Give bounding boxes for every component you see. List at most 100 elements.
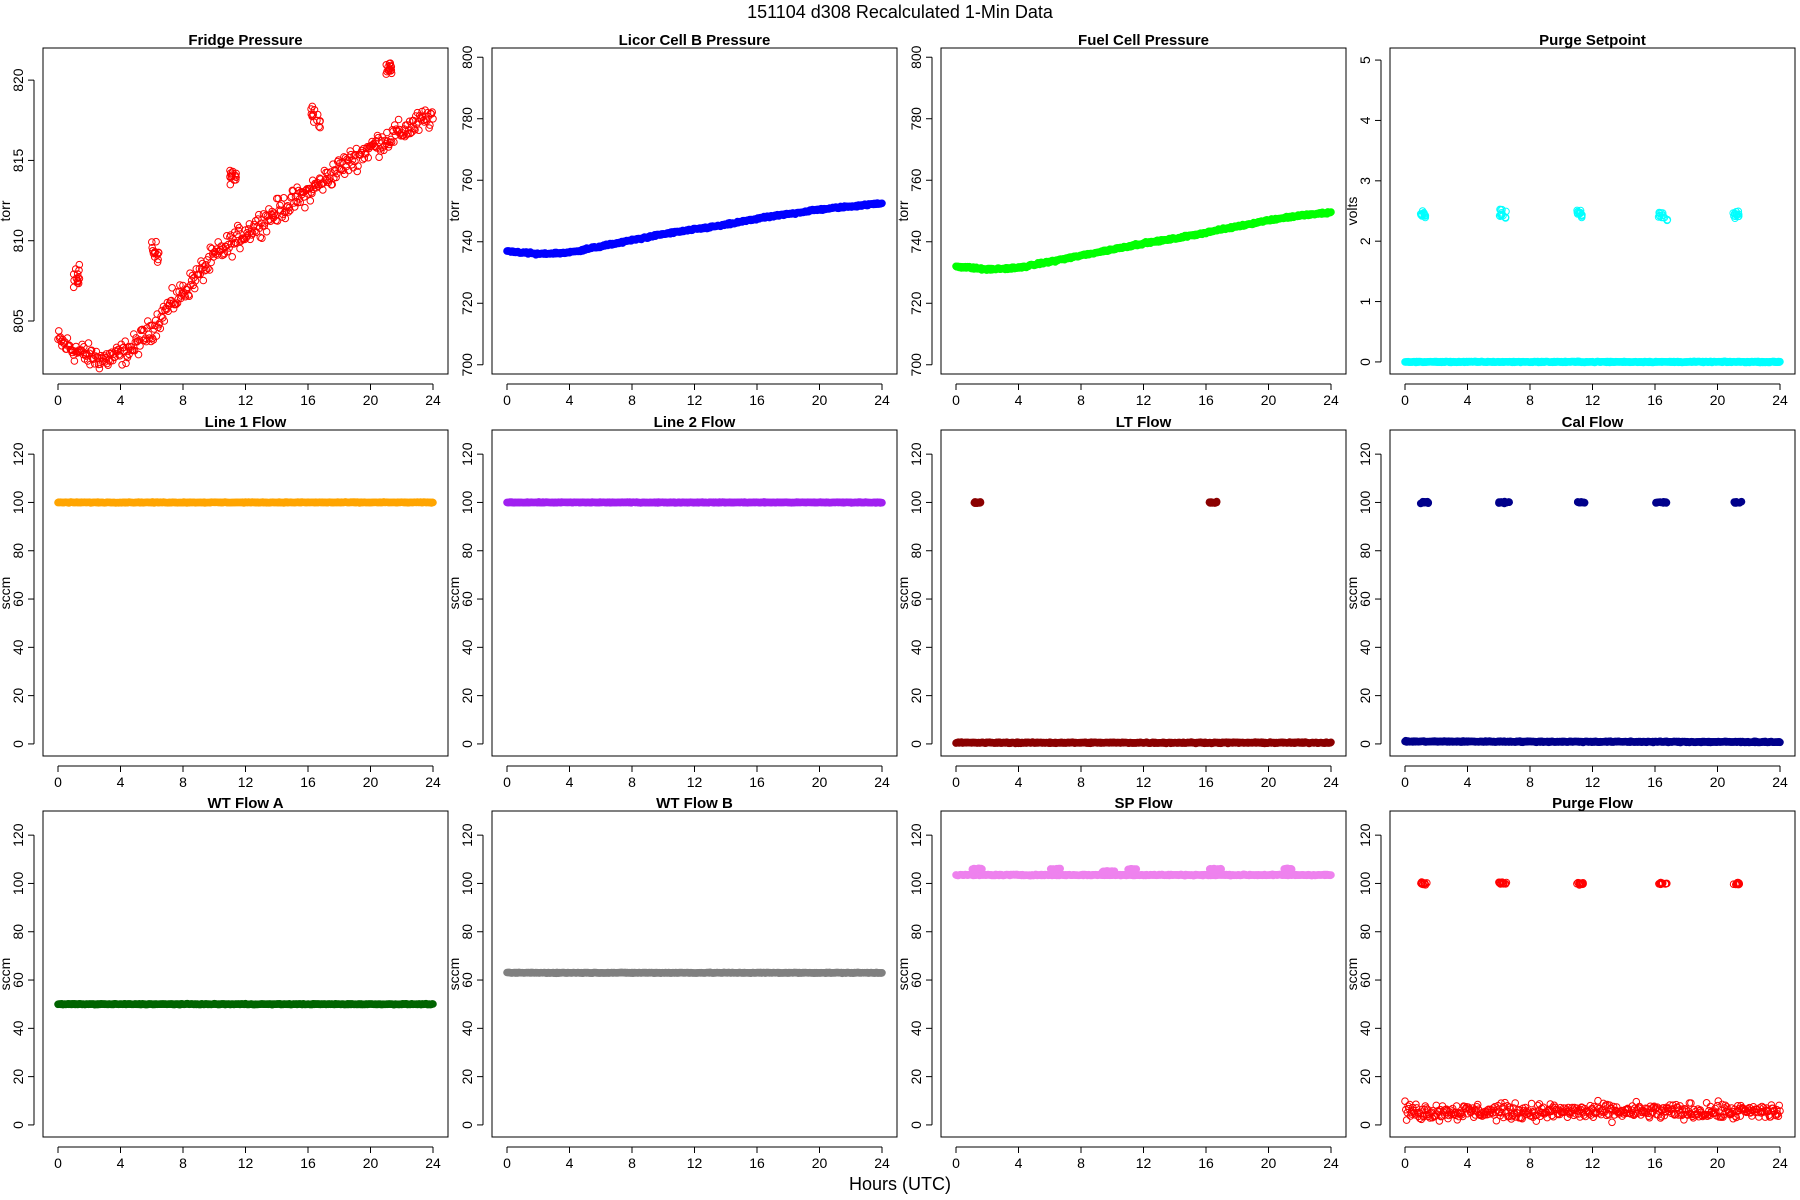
- x-tick-label: 4: [1464, 774, 1472, 790]
- data-point: [1327, 738, 1335, 747]
- y-tick-label: 40: [459, 639, 475, 655]
- data-point: [71, 265, 80, 273]
- panel-title: Purge Setpoint: [1539, 32, 1646, 49]
- x-tick-label: 20: [812, 1155, 828, 1171]
- data-point: [307, 105, 315, 113]
- data-point: [407, 123, 415, 132]
- x-tick-label: 20: [1710, 392, 1726, 408]
- panel-title: LT Flow: [1116, 414, 1172, 431]
- panel-title: Fridge Pressure: [188, 32, 302, 49]
- y-tick-label: 60: [459, 591, 475, 607]
- data-point: [256, 233, 265, 242]
- y-axis-label: sccm: [0, 958, 13, 991]
- y-tick-label: 100: [459, 491, 475, 515]
- data-point: [70, 276, 78, 285]
- y-tick-label: 40: [459, 1020, 475, 1036]
- x-tick-label: 0: [1401, 392, 1409, 408]
- x-tick-label: 12: [1136, 774, 1152, 790]
- x-tick-label: 0: [952, 774, 960, 790]
- y-tick-label: 80: [10, 543, 26, 559]
- data-point: [148, 238, 156, 246]
- y-tick-label: 1: [1357, 297, 1373, 305]
- y-tick-label: 60: [1357, 591, 1373, 607]
- x-tick-label: 8: [1526, 774, 1534, 790]
- x-tick-label: 4: [566, 1155, 574, 1171]
- data-points: [952, 497, 1335, 748]
- panel-title: WT Flow B: [656, 795, 733, 812]
- x-tick-label: 20: [1710, 774, 1726, 790]
- data-point: [364, 153, 373, 162]
- plot-frame: [42, 810, 449, 1138]
- plot-frame: [940, 47, 1347, 375]
- y-tick-label: 60: [459, 972, 475, 988]
- y-tick-label: 80: [10, 924, 26, 940]
- data-point: [296, 198, 305, 206]
- data-point: [423, 109, 432, 117]
- data-point: [144, 330, 153, 339]
- data-point: [87, 346, 96, 355]
- data-point: [1498, 205, 1506, 214]
- panel-title: Cal Flow: [1562, 414, 1624, 431]
- y-tick-label: 100: [1357, 491, 1373, 515]
- data-point: [230, 228, 239, 236]
- data-point: [1211, 499, 1219, 507]
- y-tick-label: 120: [1357, 442, 1373, 466]
- y-tick-label: 780: [459, 107, 475, 131]
- data-point: [102, 350, 111, 358]
- data-point: [1327, 208, 1335, 216]
- data-point: [204, 264, 212, 273]
- data-points: [54, 498, 437, 507]
- data-points: [503, 498, 886, 507]
- data-point: [224, 240, 233, 249]
- y-tick-label: 0: [459, 740, 475, 748]
- x-tick-label: 8: [179, 1155, 187, 1171]
- y-tick-label: 20: [10, 688, 26, 704]
- data-point: [1577, 498, 1585, 506]
- plot-frame: [42, 47, 449, 375]
- data-point: [229, 167, 237, 176]
- y-tick-label: 120: [908, 442, 924, 466]
- data-point: [1578, 212, 1586, 220]
- x-tick-label: 20: [363, 392, 379, 408]
- data-point: [134, 350, 143, 359]
- data-point: [1776, 357, 1784, 366]
- x-tick-label: 0: [1401, 774, 1409, 790]
- data-point: [122, 359, 130, 368]
- panel-title: Fuel Cell Pressure: [1078, 32, 1209, 49]
- figure-title: 151104 d308 Recalculated 1-Min Data: [747, 2, 1054, 22]
- data-point: [340, 170, 349, 178]
- y-tick-label: 40: [1357, 639, 1373, 655]
- data-point: [971, 498, 980, 506]
- data-points: [1401, 497, 1784, 747]
- y-tick-label: 0: [10, 740, 26, 748]
- data-point: [1734, 207, 1743, 216]
- data-point: [150, 253, 159, 261]
- data-point: [172, 288, 181, 296]
- data-point: [75, 274, 84, 283]
- y-tick-label: 810: [10, 229, 26, 253]
- data-point: [1659, 211, 1667, 219]
- x-tick-label: 12: [687, 774, 703, 790]
- data-point: [55, 327, 63, 335]
- data-point: [228, 252, 236, 261]
- data-point: [236, 244, 244, 253]
- y-tick-label: 0: [908, 740, 924, 748]
- data-point: [421, 106, 430, 114]
- data-points: [1401, 205, 1784, 367]
- x-tick-label: 0: [503, 392, 511, 408]
- y-tick-label: 20: [1357, 688, 1373, 704]
- y-tick-label: 5: [1357, 56, 1373, 64]
- data-point: [223, 232, 231, 240]
- y-tick-label: 720: [908, 291, 924, 315]
- data-point: [133, 337, 142, 345]
- x-tick-label: 8: [1077, 392, 1085, 408]
- data-point: [81, 350, 90, 359]
- x-tick-label: 12: [238, 1155, 254, 1171]
- data-point: [415, 126, 423, 134]
- x-tick-label: 24: [874, 774, 890, 790]
- x-tick-label: 16: [1198, 392, 1214, 408]
- data-point: [313, 116, 321, 125]
- x-tick-label: 12: [687, 392, 703, 408]
